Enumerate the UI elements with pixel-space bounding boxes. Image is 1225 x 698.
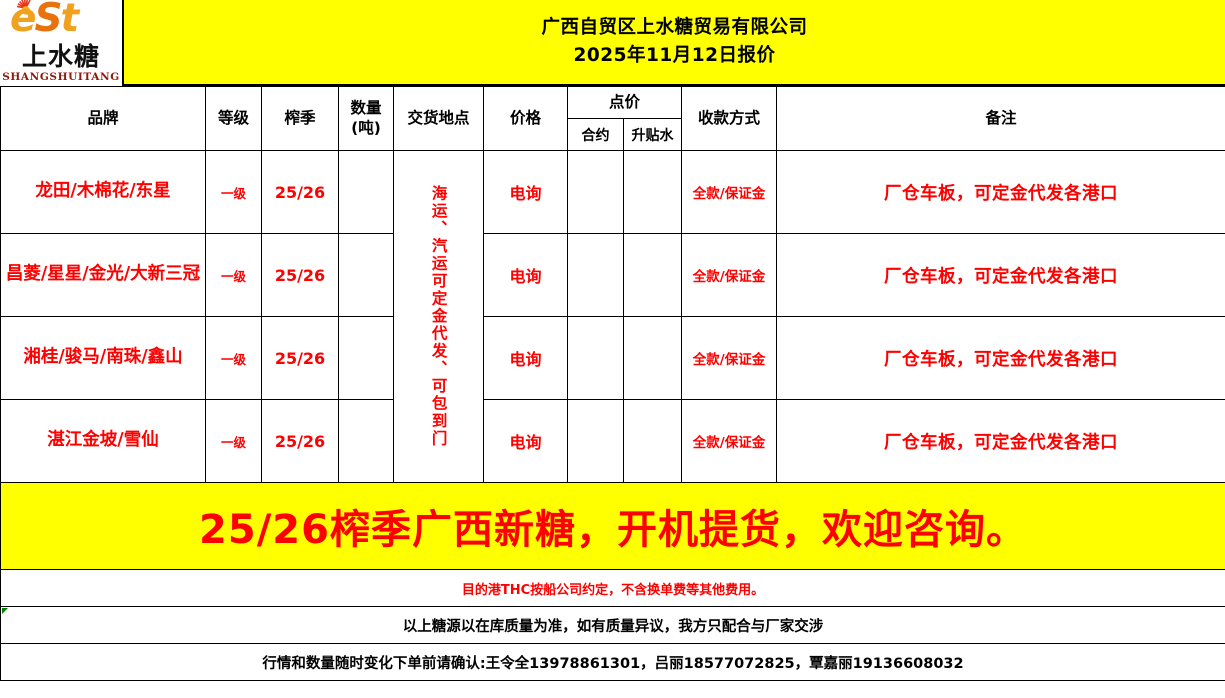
cell-error-flag-icon bbox=[2, 608, 8, 614]
cell-grade: 一级 bbox=[205, 399, 262, 483]
cell-brand: 昌菱/星星/金光/大新三冠 bbox=[0, 233, 206, 317]
table-row: 湘桂/骏马/南珠/鑫山 一级 25/26 电询 全款/保证金 厂仓车板，可定金代… bbox=[0, 316, 1225, 400]
cell-payment: 全款/保证金 bbox=[681, 316, 778, 400]
th-remark: 备注 bbox=[776, 86, 1225, 151]
promo-banner-row: 25/26榨季广西新糖，开机提货，欢迎咨询。 bbox=[0, 482, 1225, 570]
footer-note-contact: 行情和数量随时变化下单前请确认:王令全13978861301，吕丽1857707… bbox=[0, 643, 1225, 681]
table-row: 湛江金坡/雪仙 一级 25/26 电询 全款/保证金 厂仓车板，可定金代发各港口 bbox=[0, 399, 1225, 483]
cell-payment: 全款/保证金 bbox=[681, 233, 778, 317]
th-brand: 品牌 bbox=[0, 86, 206, 151]
cell-payment: 全款/保证金 bbox=[681, 399, 778, 483]
footer-note-thc-row: 目的港THC按船公司约定，不含换单费等其他费用。 bbox=[0, 569, 1225, 607]
cell-delivery-text: 海运、汽运可定金代发、可包到门 bbox=[429, 185, 448, 448]
cell-contract bbox=[567, 233, 624, 317]
th-grade: 等级 bbox=[205, 86, 262, 151]
th-payment: 收款方式 bbox=[681, 86, 778, 151]
promo-banner-text: 25/26榨季广西新糖，开机提货，欢迎咨询。 bbox=[199, 507, 1027, 553]
logo-mark: eSt bbox=[2, 0, 120, 41]
th-contract: 合约 bbox=[567, 118, 624, 151]
cell-brand: 龙田/木棉花/东星 bbox=[0, 150, 206, 234]
cell-price: 电询 bbox=[483, 316, 568, 400]
cell-grade: 一级 bbox=[205, 233, 262, 317]
cell-brand: 湛江金坡/雪仙 bbox=[0, 399, 206, 483]
th-quantity-line1: 数量 bbox=[350, 99, 382, 118]
cell-price: 电询 bbox=[483, 150, 568, 234]
company-name: 广西自贸区上水糖贸易有限公司 bbox=[541, 17, 808, 39]
cell-premium bbox=[622, 399, 683, 483]
cell-price: 电询 bbox=[483, 399, 568, 483]
cell-quantity bbox=[338, 399, 394, 483]
cell-quantity bbox=[338, 316, 394, 400]
cell-delivery-merged: 海运、汽运可定金代发、可包到门 bbox=[393, 150, 484, 483]
logo-est-text: eSt bbox=[10, 0, 79, 41]
footer-note-contact-row: 行情和数量随时变化下单前请确认:王令全13978861301，吕丽1857707… bbox=[0, 643, 1225, 681]
price-table: 品牌 等级 榨季 数量 (吨) 交货地点 价格 点价 收款方式 备注 合约 升贴… bbox=[0, 86, 1225, 681]
th-season: 榨季 bbox=[261, 86, 339, 151]
sunburst-icon bbox=[16, 0, 31, 15]
cell-payment: 全款/保证金 bbox=[681, 150, 778, 234]
th-premium: 升贴水 bbox=[622, 118, 683, 151]
cell-season: 25/26 bbox=[261, 233, 339, 317]
th-delivery: 交货地点 bbox=[393, 86, 484, 151]
cell-remark: 厂仓车板，可定金代发各港口 bbox=[776, 150, 1225, 234]
logo-chinese-name: 上水糖 bbox=[21, 42, 100, 71]
logo-pinyin: SHANGSHUITANG bbox=[2, 71, 120, 83]
th-quantity-line2: (吨) bbox=[351, 118, 381, 137]
quote-date: 2025年11月12日报价 bbox=[573, 45, 776, 66]
cell-quantity bbox=[338, 233, 394, 317]
cell-remark: 厂仓车板，可定金代发各港口 bbox=[776, 316, 1225, 400]
cell-season: 25/26 bbox=[261, 399, 339, 483]
cell-season: 25/26 bbox=[261, 150, 339, 234]
cell-season: 25/26 bbox=[261, 316, 339, 400]
cell-grade: 一级 bbox=[205, 150, 262, 234]
footer-note-quality-text: 以上糖源以在库质量为准，如有质量异议，我方只配合与厂家交涉 bbox=[402, 618, 824, 635]
th-dot-price: 点价 bbox=[566, 86, 683, 119]
cell-brand: 湘桂/骏马/南珠/鑫山 bbox=[0, 316, 206, 400]
promo-banner-cell: 25/26榨季广西新糖，开机提货，欢迎咨询。 bbox=[0, 482, 1225, 570]
th-price: 价格 bbox=[483, 86, 568, 151]
cell-premium bbox=[622, 150, 683, 234]
th-quantity: 数量 (吨) bbox=[338, 86, 394, 151]
delivery-vertical-wrap: 海运、汽运可定金代发、可包到门 bbox=[394, 158, 483, 476]
cell-remark: 厂仓车板，可定金代发各港口 bbox=[776, 399, 1225, 483]
table-header-row: 品牌 等级 榨季 数量 (吨) 交货地点 价格 点价 收款方式 备注 bbox=[0, 86, 1225, 151]
cell-contract bbox=[567, 150, 624, 234]
table-row: 昌菱/星星/金光/大新三冠 一级 25/26 电询 全款/保证金 厂仓车板，可定… bbox=[0, 233, 1225, 317]
cell-price: 电询 bbox=[483, 233, 568, 317]
cell-premium bbox=[622, 316, 683, 400]
header-band: eSt 上水糖 SHANGSHUITANG 广西自贸区上水糖贸易有限公司 202… bbox=[0, 0, 1225, 86]
footer-note-thc: 目的港THC按船公司约定，不含换单费等其他费用。 bbox=[0, 569, 1225, 607]
table-row: 龙田/木棉花/东星 一级 25/26 海运、汽运可定金代发、可包到门 电询 全款… bbox=[0, 150, 1225, 483]
footer-note-quality-row: 以上糖源以在库质量为准，如有质量异议，我方只配合与厂家交涉 bbox=[0, 606, 1225, 644]
cell-contract bbox=[567, 316, 624, 400]
cell-premium bbox=[622, 233, 683, 317]
company-logo: eSt 上水糖 SHANGSHUITANG bbox=[0, 0, 124, 86]
cell-grade: 一级 bbox=[205, 316, 262, 400]
cell-remark: 厂仓车板，可定金代发各港口 bbox=[776, 233, 1225, 317]
header-title-block: 广西自贸区上水糖贸易有限公司 2025年11月12日报价 bbox=[124, 0, 1225, 84]
footer-note-quality: 以上糖源以在库质量为准，如有质量异议，我方只配合与厂家交涉 bbox=[0, 606, 1225, 644]
cell-contract bbox=[567, 399, 624, 483]
cell-quantity bbox=[338, 150, 394, 234]
